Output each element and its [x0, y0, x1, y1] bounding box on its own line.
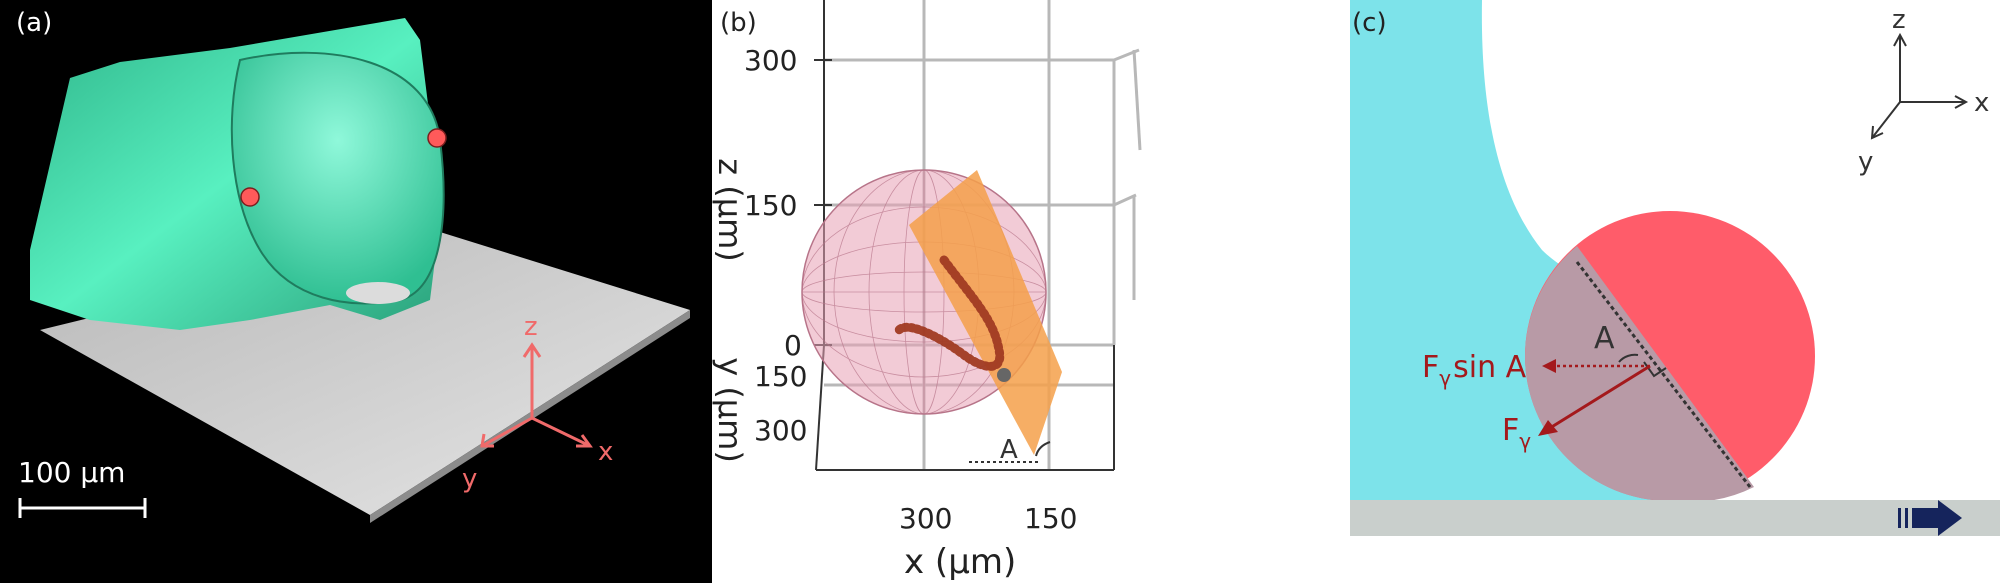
axis-label-x-a: x [598, 437, 613, 467]
x-axis-label: x (µm) [904, 542, 1016, 582]
force-sin-arrowhead [1542, 359, 1556, 373]
marker-point-right [427, 128, 447, 148]
panel-b-plot: A 300 150 0 150 300 300 150 x (µm) z (µm… [712, 0, 1142, 582]
scale-bar-label: 100 µm [18, 456, 125, 489]
panel-c-drawing: A Fγsin A Fγ z x y [1350, 0, 2000, 536]
angle-arc [1035, 441, 1051, 457]
axis-label-z-c: z [1892, 5, 1906, 35]
y-axis-label: y (µm) [712, 357, 749, 463]
angle-arc-c [1618, 353, 1639, 363]
axis-label-y-a: y [462, 464, 477, 494]
axis-label-z-a: z [524, 312, 538, 342]
z-axis-label: z (µm) [712, 158, 749, 261]
panel-b-3d-plot: A 300 150 0 150 300 300 150 x (µm) z (µm… [712, 0, 1332, 583]
axis-label-x-c: x [1974, 88, 1989, 118]
y-tick-300: 300 [754, 414, 807, 447]
angle-label-b: A [1000, 435, 1018, 465]
force-sin-label: Fγsin A [1422, 350, 1527, 390]
contact-point [997, 368, 1011, 382]
contact-patch [346, 282, 410, 304]
axes-triad-c [1870, 32, 1969, 140]
substrate-bar [1350, 500, 2000, 536]
y-tick-150: 150 [754, 360, 807, 393]
motion-arrow [1898, 500, 1962, 536]
z-tick-0: 0 [784, 329, 802, 362]
angle-label-c: A [1594, 321, 1615, 356]
panel-a-micrograph: z x y 100 µm (a) [0, 0, 712, 583]
axes-triad-a [480, 342, 593, 448]
force-label: Fγ [1502, 413, 1531, 453]
panel-a-render: z x y 100 µm [18, 18, 690, 523]
panel-a-label: (a) [16, 8, 53, 38]
contact-line [894, 255, 1005, 371]
contact-line-c [1575, 261, 1752, 488]
panel-c-schematic: A Fγsin A Fγ z x y (c) [1332, 0, 2000, 583]
z-tick-150: 150 [744, 189, 797, 222]
axis-label-y-c: y [1858, 147, 1873, 177]
scale-bar [18, 498, 147, 518]
z-tick-300: 300 [744, 44, 797, 77]
x-tick-300: 300 [899, 502, 952, 535]
force-vector [1549, 364, 1651, 430]
marker-point-left [240, 187, 260, 207]
x-tick-150: 150 [1024, 502, 1077, 535]
panel-b-label: (b) [720, 8, 757, 38]
panel-c-label: (c) [1352, 8, 1387, 38]
force-vector-arrowhead [1538, 420, 1558, 436]
substrate-edge [370, 310, 690, 523]
